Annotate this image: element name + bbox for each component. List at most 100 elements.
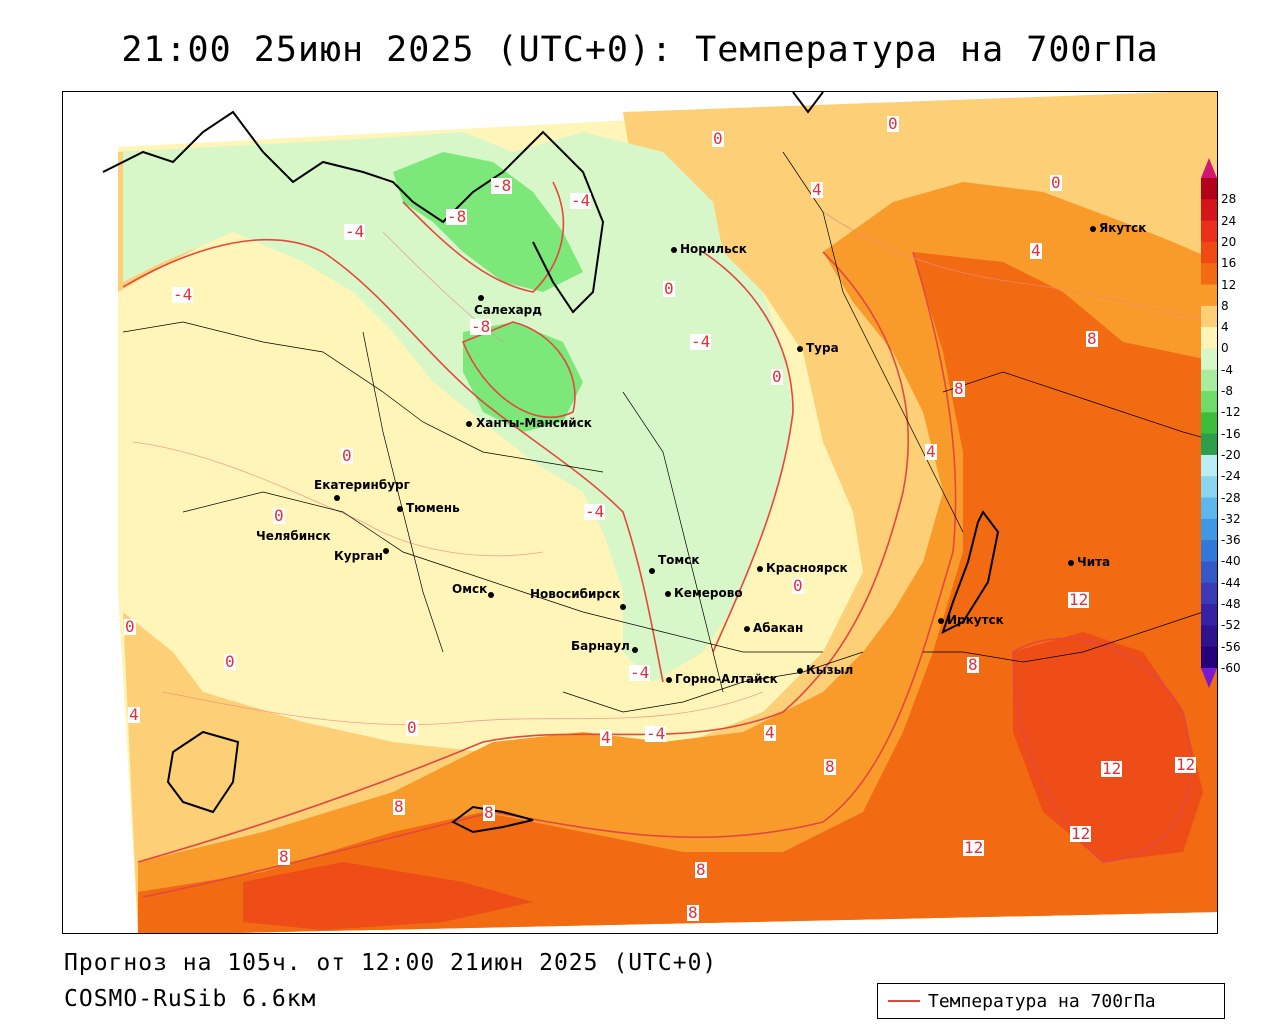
city-dot-icon [466, 420, 472, 427]
contour-label: 0 [273, 506, 285, 525]
city-label: Ханты-Мансийск [476, 416, 592, 430]
city-marker[interactable] [649, 563, 658, 577]
city-label: Новосибирск [530, 587, 621, 601]
contour-label: 4 [925, 442, 937, 461]
contour-label: -4 [645, 724, 667, 743]
colorbar-swatch [1201, 369, 1217, 392]
city-marker[interactable]: Тюмень [397, 501, 460, 515]
legend-label: Температура на 700гПа [928, 990, 1156, 1012]
city-dot-icon [334, 494, 340, 501]
contour-label: 0 [663, 279, 675, 298]
city-dot-icon [744, 625, 750, 632]
city-label: Курган [334, 549, 383, 563]
colorbar-swatch [1201, 263, 1217, 286]
city-label: Екатеринбург [314, 478, 410, 492]
colorbar-bottom-arrow-icon [1201, 668, 1217, 688]
city-dot-icon [397, 505, 403, 512]
city-marker[interactable]: Иркутск [938, 613, 1004, 627]
colorbar-swatch [1201, 305, 1217, 328]
legend: Температура на 700гПа [877, 983, 1225, 1019]
colorbar-swatch [1201, 241, 1217, 264]
city-dot-icon [671, 246, 677, 253]
city-marker[interactable]: Тура [797, 341, 839, 355]
model-name: COSMO-RuSib 6.6км [64, 986, 317, 1012]
contour-label: 0 [341, 446, 353, 465]
zone-12-plus [138, 252, 1217, 933]
colorbar-swatch [1201, 284, 1217, 307]
contour-label: -4 [584, 502, 606, 521]
city-dot-icon [649, 567, 655, 574]
contour-label: 12 [1070, 824, 1092, 843]
contour-label: 4 [811, 180, 823, 199]
city-marker[interactable] [334, 490, 343, 504]
city-label: Томск [658, 553, 700, 567]
contour-label: 0 [712, 129, 724, 148]
contour-label: 0 [792, 576, 804, 595]
city-marker[interactable]: Абакан [744, 621, 803, 635]
city-label: Омск [452, 582, 488, 596]
contour-label: 8 [967, 655, 979, 674]
colorbar-tick-label: -48 [1221, 597, 1241, 612]
colorbar-tick-label: -24 [1221, 469, 1241, 484]
colorbar-swatch [1201, 646, 1217, 669]
colorbar-tick-label: 0 [1221, 341, 1229, 356]
colorbar-tick-label: -36 [1221, 533, 1241, 548]
contour-label: 4 [1030, 241, 1042, 260]
city-marker[interactable]: Норильск [671, 242, 747, 256]
colorbar-tick-label: -40 [1221, 554, 1241, 569]
contour-label: 4 [764, 723, 776, 742]
colorbar-swatch [1201, 391, 1217, 413]
contour-label: 8 [953, 379, 965, 398]
colorbar-tick-label: 12 [1221, 277, 1237, 292]
city-marker[interactable]: Чита [1068, 555, 1110, 569]
contour-label: -8 [446, 207, 468, 226]
contour-label: 8 [1086, 329, 1098, 348]
admin-borders [122, 151, 1217, 713]
colorbar-top-arrow-icon [1201, 158, 1217, 178]
colorbar-tick-label: 24 [1221, 213, 1237, 228]
contour-label: 0 [1050, 173, 1062, 192]
contour-label: 8 [483, 803, 495, 822]
city-dot-icon [1090, 225, 1096, 232]
colorbar-tick-label: -52 [1221, 618, 1241, 633]
city-dot-icon [620, 603, 626, 610]
temperature-map[interactable] [62, 91, 1218, 934]
contour-label: 12 [1175, 755, 1197, 774]
city-marker[interactable] [383, 543, 392, 557]
colorbar-swatch [1201, 178, 1217, 200]
colorbar-swatch [1201, 220, 1217, 243]
city-marker[interactable] [466, 416, 475, 430]
contour-lines [122, 181, 1191, 898]
city-dot-icon [797, 667, 803, 674]
colorbar-swatch [1201, 433, 1217, 456]
city-marker[interactable] [488, 587, 497, 601]
city-marker[interactable]: Якутск [1090, 221, 1146, 235]
contour-label: 8 [278, 847, 290, 866]
colorbar-swatch [1201, 540, 1217, 562]
contour-label: -4 [690, 332, 712, 351]
city-dot-icon [383, 547, 389, 554]
city-dot-icon [666, 676, 672, 683]
contour-label: 0 [224, 652, 236, 671]
city-dot-icon [757, 565, 763, 572]
map-title: 21:00 25июн 2025 (UTC+0): Температура на… [121, 30, 1159, 70]
city-marker[interactable]: Кемерово [665, 586, 743, 600]
contour-label: 12 [1101, 759, 1123, 778]
city-marker[interactable]: Красноярск [757, 561, 848, 575]
city-marker[interactable] [632, 642, 641, 656]
city-marker[interactable] [478, 290, 487, 304]
city-dot-icon [488, 591, 494, 598]
colorbar-tick-label: -28 [1221, 490, 1241, 505]
city-marker[interactable]: Кызыл [797, 663, 853, 677]
contour-label: 0 [771, 367, 783, 386]
zone-minus-4 [123, 132, 793, 682]
city-marker[interactable]: Горно-Алтайск [666, 672, 778, 686]
colorbar-tick-label: -44 [1221, 575, 1241, 590]
colorbar-swatch [1201, 582, 1217, 605]
colorbar-swatch [1201, 348, 1217, 371]
city-marker[interactable] [620, 599, 629, 613]
city-dot-icon [632, 646, 638, 653]
contour-label: 8 [687, 903, 699, 922]
colorbar-swatch [1201, 327, 1217, 349]
contour-label: -4 [570, 191, 592, 210]
